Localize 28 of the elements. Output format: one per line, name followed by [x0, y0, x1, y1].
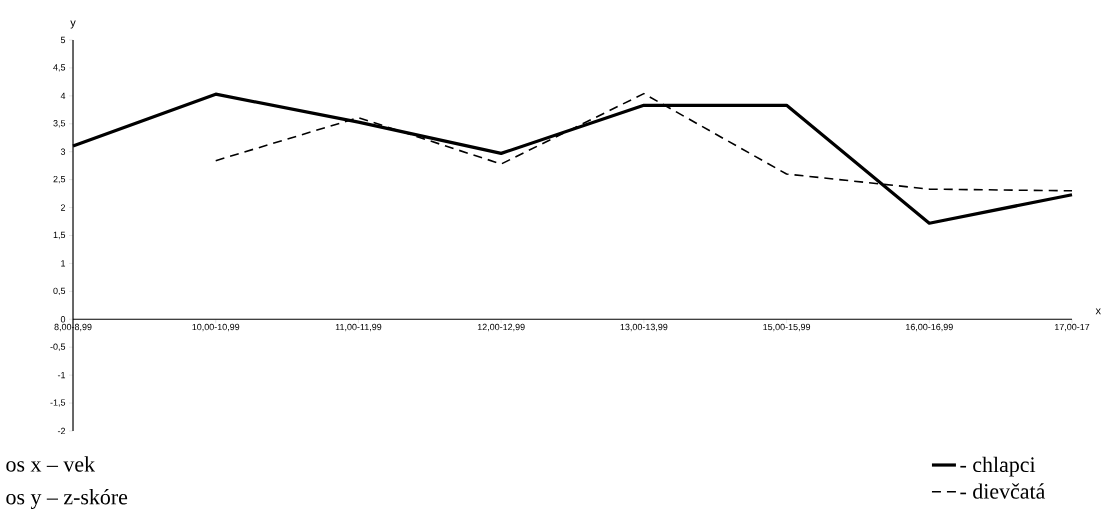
x-tick-label: 10,00-10,99 [192, 323, 240, 332]
y-tick-label: 3,5 [53, 120, 66, 128]
y-tick-label: -0,5 [50, 343, 66, 351]
y-tick-label: 4,5 [53, 64, 66, 72]
legend-label: - dievčatá [960, 483, 1046, 499]
y-axis-title: y [70, 20, 76, 29]
y-tick-label: -1 [57, 372, 66, 379]
x-tick-label: 15,00-15,99 [763, 323, 811, 332]
x-axis-title: x [1095, 308, 1101, 315]
y-tick-label: 2,5 [53, 175, 66, 184]
x-tick-label: 17,00-17 [1055, 323, 1090, 332]
y-tick-label: -1,5 [50, 399, 66, 407]
x-tick-label: 13,00-13,99 [620, 323, 668, 332]
y-tick-label: 1 [61, 260, 66, 267]
y-tick-label: 1,5 [53, 231, 66, 240]
y-tick-label: 4 [60, 92, 66, 99]
legend-label: - chlapci [960, 456, 1036, 477]
x-tick-label: 12,00-12,99 [477, 323, 525, 332]
x-tick-label: 11,00-11,99 [335, 323, 382, 332]
y-tick-label: 0,5 [53, 287, 66, 296]
y-tick-label: -2 [57, 427, 66, 435]
text: os y – z-skóre [6, 488, 128, 509]
y-tick-label: 5 [60, 36, 66, 44]
x-tick-label: 16,00-16,99 [906, 323, 953, 332]
y-tick-label: 3 [60, 148, 66, 155]
text: os x – vek [6, 456, 96, 472]
y-tick-label: 0 [60, 316, 66, 323]
y-tick-label: 2 [60, 204, 66, 211]
